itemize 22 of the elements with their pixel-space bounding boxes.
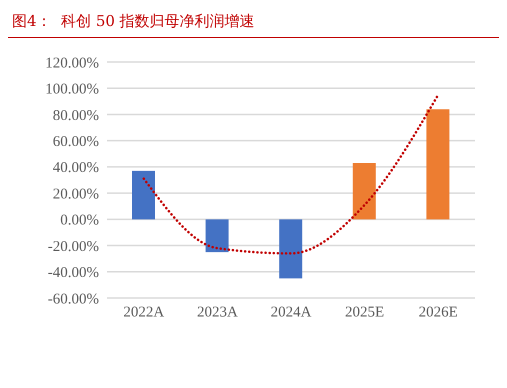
y-tick-label: 120.00% [45,55,99,72]
bar [132,170,155,220]
bar [352,162,376,220]
y-tick-label: 100.00% [45,82,99,98]
y-tick-label: 80.00% [52,108,99,124]
bar [426,109,450,220]
x-tick-label: 2025E [345,304,384,321]
x-tick-label: 2023A [196,304,238,321]
y-tick-label: 20.00% [52,186,99,202]
y-tick-label: -40.00% [48,265,99,282]
y-tick-label: -20.00% [48,238,99,255]
y-tick-label: 40.00% [52,160,99,176]
x-tick-label: 2024A [270,304,312,321]
line-series [142,94,440,255]
chart-title: 图4： 科创 50 指数归母净利润增速 [8,8,499,38]
x-tick-label: 2022A [123,304,164,321]
x-tick-label: 2026E [418,304,458,321]
bar [279,219,302,278]
y-tick-label: -60.00% [48,291,99,308]
y-tick-label: 60.00% [52,134,99,150]
bar [206,219,229,252]
y-tick-label: 0.00% [60,212,99,229]
